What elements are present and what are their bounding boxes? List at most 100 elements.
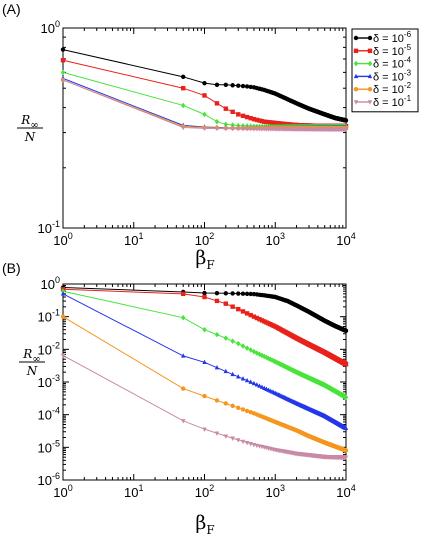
x-tick-label: 104 <box>336 483 355 500</box>
series-marker <box>181 291 186 297</box>
y-label-numerator: R∞ <box>20 113 38 131</box>
series-marker <box>259 118 265 124</box>
series-2 <box>60 58 349 129</box>
series-marker <box>236 291 241 296</box>
series-marker <box>254 315 260 321</box>
series-marker <box>236 438 241 443</box>
y-tick-label: 100 <box>41 275 60 292</box>
y-label-denominator: N <box>26 364 38 378</box>
series-marker <box>257 383 262 388</box>
series-marker <box>223 82 228 87</box>
series-marker <box>244 377 250 383</box>
series-marker <box>223 401 228 406</box>
y-tick-label: 10-3 <box>38 373 60 390</box>
legend-entry: δ = 10-2 <box>353 81 412 96</box>
series-marker <box>181 74 186 80</box>
series-marker <box>251 127 257 132</box>
y-tick-label: 10-6 <box>38 471 60 488</box>
series-marker <box>60 291 66 296</box>
legend-swatch-marker <box>353 48 359 53</box>
y-label-denominator: N <box>24 130 36 144</box>
series-6 <box>60 353 349 460</box>
series-marker <box>257 118 262 123</box>
series-marker <box>240 309 246 314</box>
series-marker <box>181 86 186 91</box>
legend-label: δ = 10-1 <box>373 94 412 109</box>
y-tick-label: 10-2 <box>38 340 60 357</box>
series-marker <box>230 126 235 132</box>
legend-swatch-marker <box>353 35 359 41</box>
y-tick-label: 100 <box>41 19 60 36</box>
series-marker <box>202 326 207 333</box>
series-marker <box>60 69 66 76</box>
series-marker <box>343 455 349 460</box>
series-marker <box>240 83 246 89</box>
series-marker <box>244 127 250 132</box>
legend-entry: δ = 10-6 <box>353 30 412 45</box>
series-marker <box>223 126 228 132</box>
series-line <box>62 71 346 128</box>
series-marker <box>343 394 349 401</box>
legend-entry: δ = 10-5 <box>353 43 412 58</box>
series-marker <box>248 347 253 353</box>
panel-a-label: (A) <box>2 1 21 17</box>
series-marker <box>60 58 66 63</box>
series-marker <box>343 425 349 431</box>
series-marker <box>236 112 241 117</box>
series-marker <box>254 382 260 387</box>
legend-swatch-marker <box>367 48 373 53</box>
series-1 <box>60 285 349 333</box>
y-tick-label: 10-1 <box>38 219 60 236</box>
panel-a-y-axis-label: R∞N <box>17 113 43 144</box>
legend-swatch-marker <box>367 100 373 105</box>
series-marker <box>202 393 207 399</box>
x-tick-label: 103 <box>266 231 285 248</box>
series-marker <box>202 359 207 365</box>
series-marker <box>214 290 220 296</box>
legend-entry: δ = 10-1 <box>353 94 412 109</box>
series-4 <box>60 291 349 431</box>
series-marker <box>214 398 220 403</box>
legend-swatch-marker <box>353 60 359 67</box>
panel-b-x-axis-label: βF <box>195 512 214 537</box>
series-marker <box>202 294 207 300</box>
series-marker <box>254 117 260 123</box>
series-6 <box>60 78 349 132</box>
x-tick-label: 102 <box>195 483 214 500</box>
series-marker <box>236 405 241 411</box>
x-tick-label: 101 <box>124 483 143 500</box>
series-marker <box>240 407 246 412</box>
series-marker <box>248 312 253 318</box>
series-marker <box>343 118 349 123</box>
legend-entry: δ = 10-3 <box>353 68 412 83</box>
legend-swatch-marker <box>353 100 359 105</box>
x-axis: 100 101 102 103 104 <box>53 284 356 500</box>
series-marker <box>248 379 253 384</box>
series-marker <box>230 403 235 409</box>
legend-swatch-marker <box>367 87 373 92</box>
series-1 <box>60 47 349 123</box>
series-line <box>62 77 346 129</box>
y-axis: 10-1 100 <box>38 19 346 236</box>
series-marker <box>244 291 250 297</box>
series-marker <box>244 311 250 316</box>
panel-b-plot: 100 101 102 103 10410-610-510-410-310-210-11… <box>38 275 356 500</box>
series-marker <box>223 106 228 111</box>
series-3 <box>60 288 349 401</box>
series-marker <box>240 113 246 119</box>
series-marker <box>214 101 220 106</box>
series-marker <box>202 80 207 86</box>
series-5 <box>60 77 349 131</box>
series-marker <box>214 364 220 370</box>
legend-label: δ = 10-6 <box>373 30 412 45</box>
series-marker <box>244 440 250 446</box>
series-marker <box>343 127 349 132</box>
y-axis: 10-6 10-5 10-4 10-3 10-2 10-1 100 <box>38 275 346 488</box>
series-marker <box>236 340 241 347</box>
series-marker <box>223 434 228 439</box>
series-marker <box>244 114 250 120</box>
panel-a-x-axis-label: βF <box>195 247 214 272</box>
x-tick-label: 103 <box>266 483 285 500</box>
